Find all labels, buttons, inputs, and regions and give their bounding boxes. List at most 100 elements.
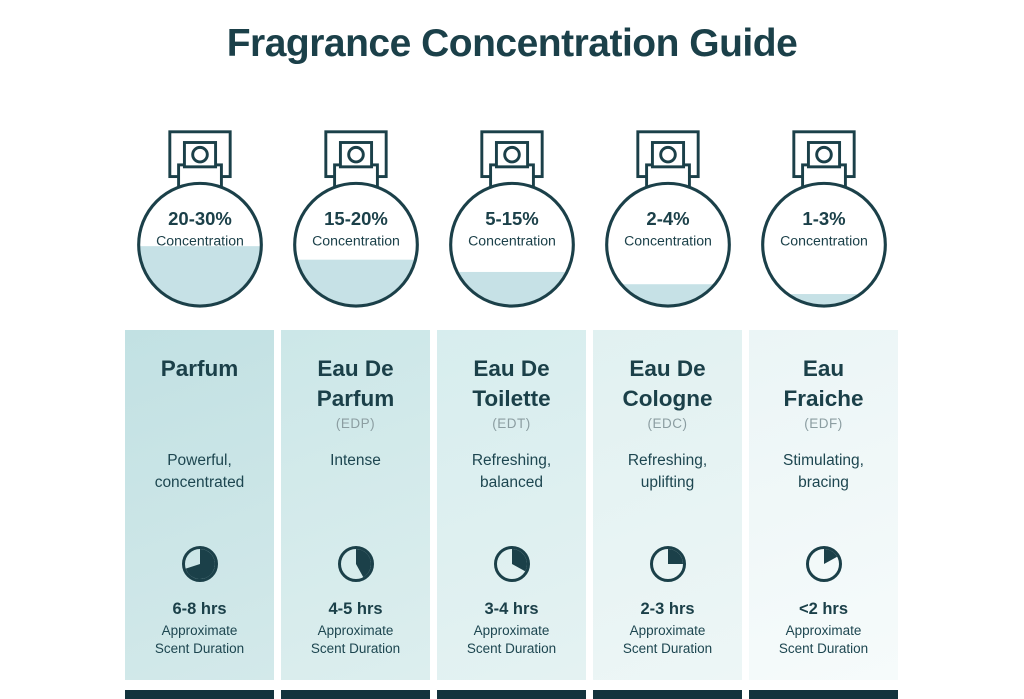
clock-wedge xyxy=(823,549,837,564)
scent-duration: <2 hrs xyxy=(798,600,849,618)
clock-icon xyxy=(805,546,842,582)
scent-duration: 2-3 hrs xyxy=(640,600,695,618)
perfume-bottle-icon: 20-30% Concentration xyxy=(136,130,263,308)
fragrance-name-line2: Parfum xyxy=(316,385,395,411)
perfume-bottle-icon: 2-4% Concentration xyxy=(604,130,731,308)
fragrance-name-line1: Eau De xyxy=(473,356,550,381)
duration-caption: Approximate Scent Duration xyxy=(749,622,898,658)
description-line1: Intense xyxy=(330,452,381,469)
fragrance-name-line1: Eau De xyxy=(629,356,706,381)
concentration-percent: 2-4% xyxy=(646,208,689,229)
fragrance-columns: Parfum Powerful, concentrated 6-8 hrs Ap… xyxy=(125,330,898,680)
scent-duration: 3-4 hrs xyxy=(484,600,539,618)
duration-caption: Approximate Scent Duration xyxy=(125,622,274,658)
fragrance-name: Eau Fraiche xyxy=(749,354,898,416)
duration-clock xyxy=(593,544,742,584)
fragrance-description: Refreshing, uplifting xyxy=(593,450,742,496)
bottle-eau-fraiche: 1-3% Concentration xyxy=(749,122,898,309)
description-line1: Powerful, xyxy=(167,452,232,469)
duration-clock xyxy=(437,544,586,584)
fragrance-description: Intense xyxy=(281,450,430,496)
clock-wedge xyxy=(355,549,371,578)
fragrance-name: Eau De Toilette xyxy=(437,354,586,416)
fragrance-description: Stimulating, bracing xyxy=(749,450,898,496)
concentration-percent: 15-20% xyxy=(324,208,388,229)
fragrance-abbr: (EDF) xyxy=(804,416,843,431)
clock-icon xyxy=(337,546,374,582)
duration-clock xyxy=(281,544,430,584)
bottle-eau-de-toilette: 5-15% Concentration xyxy=(437,122,586,309)
caption-line2: Scent Duration xyxy=(154,641,245,657)
clock-icon xyxy=(649,546,686,582)
bottle-parfum: 20-30% Concentration xyxy=(125,122,274,309)
fragrance-name-line1: Eau xyxy=(802,356,845,381)
description-line2: balanced xyxy=(480,473,543,491)
fragrance-description: Powerful, concentrated xyxy=(125,450,274,496)
concentration-percent: 5-15% xyxy=(485,208,538,229)
footer-bar xyxy=(437,690,586,699)
clock-wedge xyxy=(667,549,683,564)
column-eau-de-cologne: Eau De Cologne (EDC) Refreshing, uplifti… xyxy=(593,330,742,680)
fragrance-name: Parfum xyxy=(125,354,274,416)
duration-caption: Approximate Scent Duration xyxy=(593,622,742,658)
fragrance-name-line1: Eau De xyxy=(317,356,394,381)
fragrance-abbr: (EDC) xyxy=(647,416,688,431)
description-line2: uplifting xyxy=(640,473,695,491)
footer-bar xyxy=(125,690,274,699)
bottle-row: 20-30% Concentration 15-20% Concen xyxy=(125,122,898,309)
fragrance-name-line2: Toilette xyxy=(472,385,551,411)
caption-line1: Approximate xyxy=(317,623,394,638)
clock-wedge xyxy=(511,549,527,572)
liquid-fill xyxy=(295,259,416,305)
fragrance-description: Refreshing, balanced xyxy=(437,450,586,496)
description-line2: bracing xyxy=(798,473,849,491)
duration-caption: Approximate Scent Duration xyxy=(437,622,586,658)
concentration-label: Concentration xyxy=(156,233,244,249)
perfume-bottle-icon: 1-3% Concentration xyxy=(760,130,887,308)
bottle-eau-de-parfum: 15-20% Concentration xyxy=(281,122,430,309)
caption-line2: Scent Duration xyxy=(466,641,557,657)
duration-clock xyxy=(125,544,274,584)
bottle-eau-de-cologne: 2-4% Concentration xyxy=(593,122,742,309)
concentration-label: Concentration xyxy=(468,233,556,249)
column-eau-de-parfum: Eau De Parfum (EDP) Intense 4-5 hrs Appr… xyxy=(281,330,430,680)
description-line2: concentrated xyxy=(154,473,245,491)
fragrance-abbr: (EDT) xyxy=(492,416,531,431)
description-line1: Refreshing, xyxy=(471,452,552,469)
clock-wedge xyxy=(185,549,215,579)
caption-line1: Approximate xyxy=(785,623,862,638)
fragrance-abbr: (EDP) xyxy=(335,416,376,431)
description-line1: Refreshing, xyxy=(627,452,708,469)
page-title: Fragrance Concentration Guide xyxy=(226,22,798,65)
concentration-percent: 20-30% xyxy=(168,208,232,229)
concentration-percent: 1-3% xyxy=(802,208,845,229)
footer-bar xyxy=(749,690,898,699)
caption-line1: Approximate xyxy=(161,623,238,638)
caption-line2: Scent Duration xyxy=(310,641,401,657)
duration-caption: Approximate Scent Duration xyxy=(281,622,430,658)
fragrance-name-line2: Cologne xyxy=(622,385,713,411)
fragrance-name: Eau De Parfum xyxy=(281,354,430,416)
perfume-bottle-icon: 5-15% Concentration xyxy=(448,130,575,308)
concentration-label: Concentration xyxy=(780,233,868,249)
scent-duration: 4-5 hrs xyxy=(328,600,383,618)
column-eau-fraiche: Eau Fraiche (EDF) Stimulating, bracing <… xyxy=(749,330,898,680)
liquid-fill xyxy=(139,246,260,305)
clock-icon xyxy=(493,546,530,582)
liquid-fill xyxy=(763,294,884,305)
concentration-label: Concentration xyxy=(624,233,712,249)
duration-clock xyxy=(749,544,898,584)
description-line1: Stimulating, xyxy=(783,452,864,469)
fragrance-name-line1: Parfum xyxy=(160,356,239,381)
scent-duration: 6-8 hrs xyxy=(172,600,227,618)
fragrance-name: Eau De Cologne xyxy=(593,354,742,416)
footer-bar xyxy=(593,690,742,699)
caption-line1: Approximate xyxy=(629,623,706,638)
caption-line2: Scent Duration xyxy=(778,641,869,657)
caption-line1: Approximate xyxy=(473,623,550,638)
perfume-bottle-icon: 15-20% Concentration xyxy=(292,130,419,308)
fragrance-abbr xyxy=(125,416,274,438)
fragrance-name-line2: Fraiche xyxy=(783,385,864,411)
caption-line2: Scent Duration xyxy=(622,641,713,657)
